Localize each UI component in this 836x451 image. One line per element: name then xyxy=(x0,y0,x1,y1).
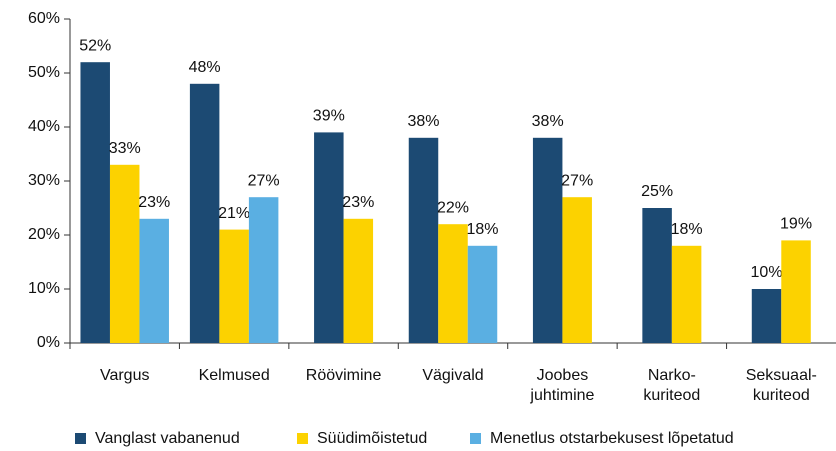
data-label: 27% xyxy=(248,172,280,189)
x-tick-label: Narko-kuriteod xyxy=(643,367,700,404)
bar xyxy=(642,208,672,343)
y-tick-label: 0% xyxy=(37,334,60,351)
bar xyxy=(219,229,249,343)
bar xyxy=(467,245,498,343)
legend-swatch xyxy=(297,433,308,444)
bar xyxy=(343,218,374,343)
y-tick-label: 30% xyxy=(28,172,60,189)
data-label: 18% xyxy=(671,221,703,238)
bar xyxy=(80,62,110,343)
data-label: 23% xyxy=(342,194,374,211)
data-label: 25% xyxy=(641,183,673,200)
data-label: 52% xyxy=(79,37,111,54)
data-label: 19% xyxy=(780,216,812,233)
bar xyxy=(671,245,702,343)
x-tick-label: Vägivald xyxy=(422,367,483,384)
data-label: 10% xyxy=(751,264,783,281)
bar xyxy=(109,164,140,343)
legend-swatch xyxy=(470,433,481,444)
y-tick-label: 10% xyxy=(28,280,60,297)
bar xyxy=(189,83,220,344)
bar xyxy=(751,289,782,343)
x-tick-label: Röövimine xyxy=(306,367,382,384)
data-label: 21% xyxy=(218,205,250,222)
bar xyxy=(248,197,279,343)
data-label: 33% xyxy=(109,140,141,157)
legend-label: Süüdimõistetud xyxy=(317,430,427,447)
x-tick-label: Seksuaal-kuriteod xyxy=(746,367,817,404)
bar xyxy=(781,240,811,343)
legend-label: Menetlus otstarbekusest lõpetatud xyxy=(490,430,734,447)
x-tick-label: Vargus xyxy=(100,367,150,384)
y-tick-label: 50% xyxy=(28,64,60,81)
bar xyxy=(532,137,563,343)
bar xyxy=(438,224,468,343)
data-label: 18% xyxy=(466,221,498,238)
data-label: 48% xyxy=(189,59,221,76)
data-label: 39% xyxy=(313,108,345,125)
y-tick-label: 20% xyxy=(28,226,60,243)
x-tick-label: Kelmused xyxy=(199,367,270,384)
bar xyxy=(139,218,169,343)
bar xyxy=(562,197,592,343)
bar xyxy=(314,132,344,343)
data-label: 38% xyxy=(407,113,439,130)
data-label: 22% xyxy=(437,199,469,216)
data-label: 27% xyxy=(561,172,593,189)
data-label: 23% xyxy=(138,194,170,211)
y-tick-label: 40% xyxy=(28,118,60,135)
legend-swatch xyxy=(75,433,86,444)
x-tick-label: Joobes juhtimine xyxy=(529,367,594,404)
y-tick-label: 60% xyxy=(28,10,60,27)
bar xyxy=(408,137,439,343)
legend-label: Vanglast vabanenud xyxy=(95,430,240,447)
data-label: 38% xyxy=(532,113,564,130)
